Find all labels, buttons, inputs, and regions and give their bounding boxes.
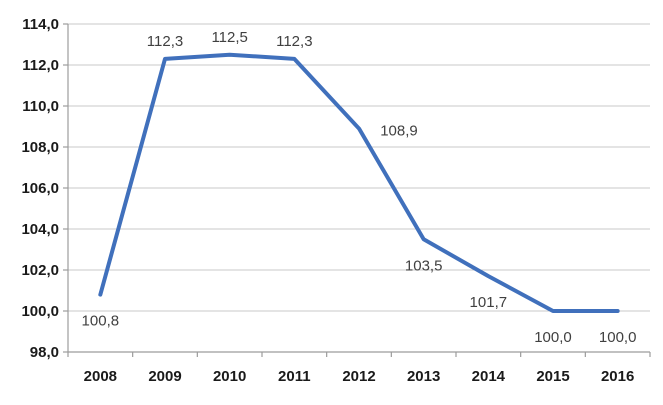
y-tick-label: 102,0 — [21, 262, 59, 279]
y-tick-label: 114,0 — [22, 16, 59, 33]
x-tick-label: 2015 — [536, 368, 569, 385]
data-label: 103,5 — [405, 257, 443, 274]
y-tick-label: 110,0 — [22, 98, 59, 115]
data-label: 100,0 — [599, 329, 637, 346]
x-tick-label: 2008 — [84, 368, 117, 385]
y-tick-label: 104,0 — [21, 221, 59, 238]
x-tick-label: 2014 — [472, 368, 506, 385]
y-tick-label: 108,0 — [21, 139, 59, 156]
y-tick-label: 112,0 — [22, 57, 59, 74]
data-label: 101,7 — [470, 294, 508, 311]
data-label: 112,3 — [276, 33, 312, 50]
data-label: 112,5 — [211, 29, 247, 46]
x-tick-label: 2010 — [213, 368, 246, 385]
chart-line — [98, 52, 620, 313]
y-tick-label: 106,0 — [21, 180, 59, 197]
y-tick-label: 98,0 — [30, 344, 59, 361]
data-label: 100,0 — [534, 329, 572, 346]
data-label: 112,3 — [147, 33, 183, 50]
x-tick-label: 2011 — [278, 368, 311, 385]
x-tick-label: 2012 — [342, 368, 375, 385]
x-tick-label: 2009 — [148, 368, 181, 385]
data-label: 108,9 — [380, 123, 418, 140]
y-tick-label: 100,0 — [21, 303, 59, 320]
data-label: 100,8 — [82, 313, 120, 330]
x-tick-label: 2016 — [601, 368, 634, 385]
x-tick-label: 2013 — [407, 368, 440, 385]
